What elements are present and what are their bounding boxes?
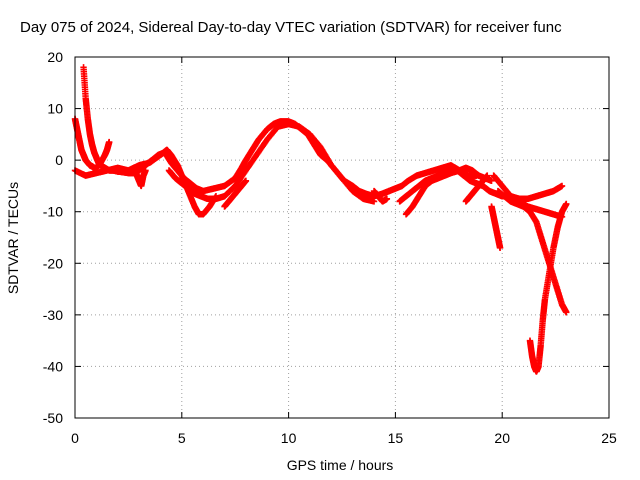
data-point-marker xyxy=(370,198,378,205)
series-markers xyxy=(488,203,504,252)
data-point-marker xyxy=(242,177,250,184)
y-tick-label: -10 xyxy=(43,204,63,220)
y-tick-label: 0 xyxy=(55,152,63,168)
y-axis-label: SDTVAR / TECUs xyxy=(5,182,21,294)
data-point-marker xyxy=(488,177,495,184)
y-tick-label: 20 xyxy=(47,49,63,65)
series-markers xyxy=(526,200,570,375)
chart-title: Day 075 of 2024, Sidereal Day-to-day VTE… xyxy=(20,19,562,36)
axis-ticks: 0 5 10 15 20 25 20 10 0 -10 -20 -30 -40 -50 xyxy=(43,49,617,446)
data-point-marker xyxy=(563,200,570,208)
y-tick-label: 10 xyxy=(47,101,63,117)
y-tick-label: -30 xyxy=(43,307,63,323)
plot-frame xyxy=(74,56,610,419)
series-markers xyxy=(370,187,391,205)
series-markers xyxy=(462,172,491,205)
series-markers xyxy=(71,115,113,172)
x-tick-label: 25 xyxy=(601,430,617,446)
data-point-marker xyxy=(105,138,113,146)
y-tick-label: -20 xyxy=(43,255,63,271)
x-tick-label: 20 xyxy=(494,430,510,446)
x-tick-label: 0 xyxy=(71,430,79,446)
x-tick-label: 5 xyxy=(178,430,186,446)
data-point-marker xyxy=(558,182,566,190)
series-markers xyxy=(80,64,139,177)
grid-lines xyxy=(75,57,609,418)
series-markers xyxy=(165,120,378,205)
data-point-marker xyxy=(496,244,504,252)
series-markers xyxy=(221,177,250,210)
data-point-marker xyxy=(484,172,491,179)
series-markers xyxy=(131,167,149,190)
data-points xyxy=(71,64,570,375)
x-axis-label: GPS time / hours xyxy=(287,457,394,473)
x-tick-label: 15 xyxy=(388,430,404,446)
y-tick-label: -50 xyxy=(43,410,63,426)
y-tick-label: -40 xyxy=(43,358,63,374)
x-tick-label: 10 xyxy=(281,430,297,446)
data-point-marker xyxy=(383,195,391,203)
data-point-marker xyxy=(563,309,570,316)
